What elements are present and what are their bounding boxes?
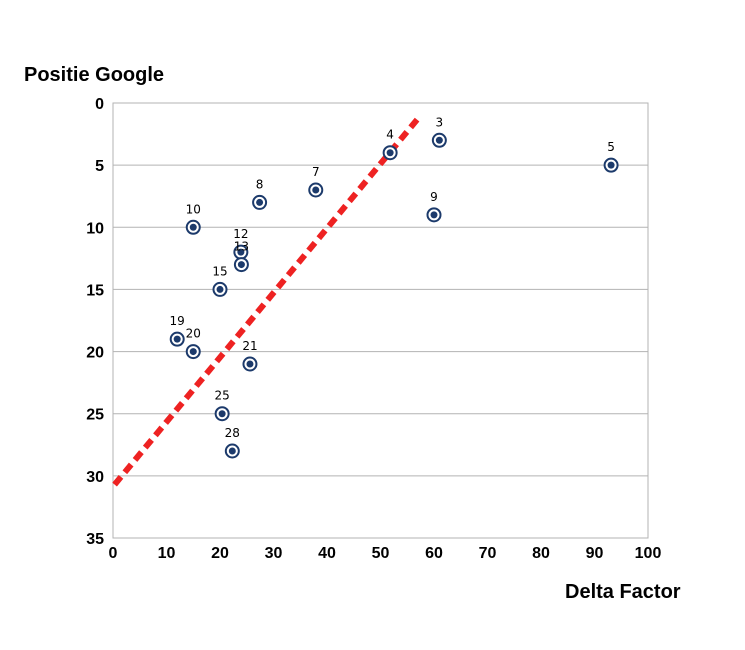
y-tick-label: 10 (86, 220, 104, 237)
data-point (237, 261, 245, 269)
y-tick-label: 20 (86, 345, 104, 362)
x-tick-label: 100 (635, 545, 662, 562)
y-tick-label: 15 (86, 282, 104, 299)
data-label: 20 (186, 327, 201, 341)
x-tick-label: 0 (109, 545, 118, 562)
data-label: 12 (233, 227, 248, 241)
x-tick-label: 20 (211, 545, 229, 562)
data-point (430, 211, 438, 219)
data-point (256, 198, 264, 206)
data-label: 15 (212, 264, 227, 278)
data-point (189, 348, 197, 356)
data-label: 10 (186, 202, 201, 216)
data-label: 4 (386, 128, 394, 142)
data-label: 28 (225, 426, 240, 440)
x-tick-label: 90 (586, 545, 604, 562)
data-point (228, 447, 236, 455)
x-tick-label: 10 (158, 545, 176, 562)
data-point (218, 410, 226, 418)
data-label: 3 (436, 115, 444, 129)
data-label: 7 (312, 165, 320, 179)
y-tick-label: 30 (86, 469, 104, 486)
data-point (237, 248, 245, 256)
y-tick-label: 5 (95, 158, 104, 175)
y-tick-label: 25 (86, 407, 104, 424)
x-tick-label: 40 (318, 545, 336, 562)
data-point (435, 136, 443, 144)
data-label: 21 (242, 339, 257, 353)
data-point (607, 161, 615, 169)
data-point (246, 360, 254, 368)
data-point (189, 223, 197, 231)
x-axis-title: Delta Factor (565, 581, 681, 603)
x-tick-label: 60 (425, 545, 443, 562)
data-label: 8 (256, 177, 264, 191)
data-point (216, 285, 224, 293)
data-label: 19 (170, 314, 185, 328)
data-label: 9 (430, 190, 438, 204)
data-point (386, 149, 394, 157)
x-tick-label: 70 (479, 545, 497, 562)
plot-area (112, 102, 649, 539)
data-point (173, 335, 181, 343)
y-tick-label: 0 (95, 96, 104, 113)
y-tick-label: 35 (86, 531, 104, 548)
data-point (312, 186, 320, 194)
x-tick-label: 30 (265, 545, 283, 562)
trendline (112, 115, 421, 487)
x-tick-label: 50 (372, 545, 390, 562)
y-axis-title: Positie Google (24, 64, 165, 86)
data-label: 13 (234, 240, 249, 254)
x-tick-label: 80 (532, 545, 550, 562)
data-label: 5 (607, 140, 615, 154)
data-label: 25 (214, 389, 229, 403)
